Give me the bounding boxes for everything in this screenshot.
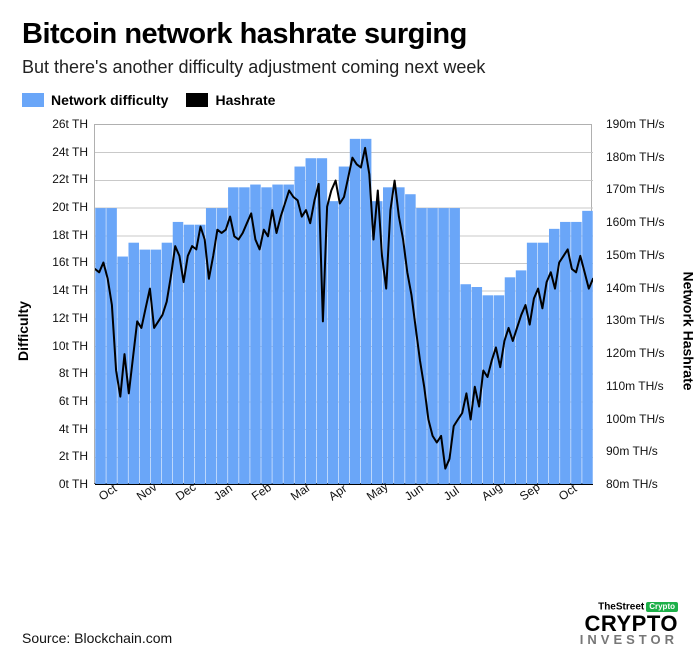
chart-footer: Source: Blockchain.com TheStreetCrypto C… bbox=[22, 602, 678, 646]
chart-title: Bitcoin network hashrate surging bbox=[22, 18, 678, 51]
ytick-left: 14t TH bbox=[38, 283, 88, 297]
ytick-right: 130m TH/s bbox=[606, 313, 682, 327]
chart-plot bbox=[94, 124, 592, 484]
ytick-right: 160m TH/s bbox=[606, 215, 682, 229]
ytick-right: 170m TH/s bbox=[606, 182, 682, 196]
ytick-left: 8t TH bbox=[38, 366, 88, 380]
xtick: Jul bbox=[441, 483, 462, 503]
chart-legend: Network difficulty Hashrate bbox=[22, 92, 678, 108]
ytick-left: 10t TH bbox=[38, 339, 88, 353]
ytick-right: 180m TH/s bbox=[606, 150, 682, 164]
logo-line3: INVESTOR bbox=[580, 633, 678, 646]
chart-subtitle: But there's another difficulty adjustmen… bbox=[22, 57, 678, 78]
chart-area: Difficulty Network Hashrate 0t TH2t TH4t… bbox=[22, 116, 678, 546]
ytick-right: 90m TH/s bbox=[606, 444, 682, 458]
ytick-right: 140m TH/s bbox=[606, 281, 682, 295]
ytick-left: 0t TH bbox=[38, 477, 88, 491]
ytick-left: 12t TH bbox=[38, 311, 88, 325]
ytick-left: 24t TH bbox=[38, 145, 88, 159]
legend-difficulty: Network difficulty bbox=[22, 92, 168, 108]
ytick-left: 26t TH bbox=[38, 117, 88, 131]
ytick-left: 16t TH bbox=[38, 255, 88, 269]
ytick-left: 2t TH bbox=[38, 449, 88, 463]
ytick-right: 150m TH/s bbox=[606, 248, 682, 262]
publisher-logo: TheStreetCrypto CRYPTO INVESTOR bbox=[580, 602, 678, 646]
legend-hashrate-label: Hashrate bbox=[215, 92, 275, 108]
legend-difficulty-label: Network difficulty bbox=[51, 92, 168, 108]
y-axis-right-ticks: 80m TH/s90m TH/s100m TH/s110m TH/s120m T… bbox=[602, 124, 682, 484]
ytick-left: 18t TH bbox=[38, 228, 88, 242]
y-axis-left-label: Difficulty bbox=[14, 116, 32, 546]
ytick-right: 190m TH/s bbox=[606, 117, 682, 131]
ytick-left: 20t TH bbox=[38, 200, 88, 214]
chart-card: Bitcoin network hashrate surging But the… bbox=[0, 0, 700, 662]
ytick-left: 22t TH bbox=[38, 172, 88, 186]
chart-svg bbox=[95, 125, 593, 485]
legend-hashrate: Hashrate bbox=[186, 92, 275, 108]
ytick-right: 100m TH/s bbox=[606, 412, 682, 426]
ytick-right: 80m TH/s bbox=[606, 477, 682, 491]
y-axis-left-ticks: 0t TH2t TH4t TH6t TH8t TH10t TH12t TH14t… bbox=[38, 124, 92, 484]
ytick-left: 4t TH bbox=[38, 422, 88, 436]
ytick-right: 110m TH/s bbox=[606, 379, 682, 393]
x-axis-ticks: OctNovDecJanFebMarAprMayJunJulAugSepOct bbox=[94, 486, 592, 536]
y-axis-right-label: Network Hashrate bbox=[680, 116, 698, 546]
ytick-left: 6t TH bbox=[38, 394, 88, 408]
legend-hashrate-swatch bbox=[186, 93, 208, 107]
ytick-right: 120m TH/s bbox=[606, 346, 682, 360]
legend-difficulty-swatch bbox=[22, 93, 44, 107]
source-label: Source: Blockchain.com bbox=[22, 630, 172, 646]
